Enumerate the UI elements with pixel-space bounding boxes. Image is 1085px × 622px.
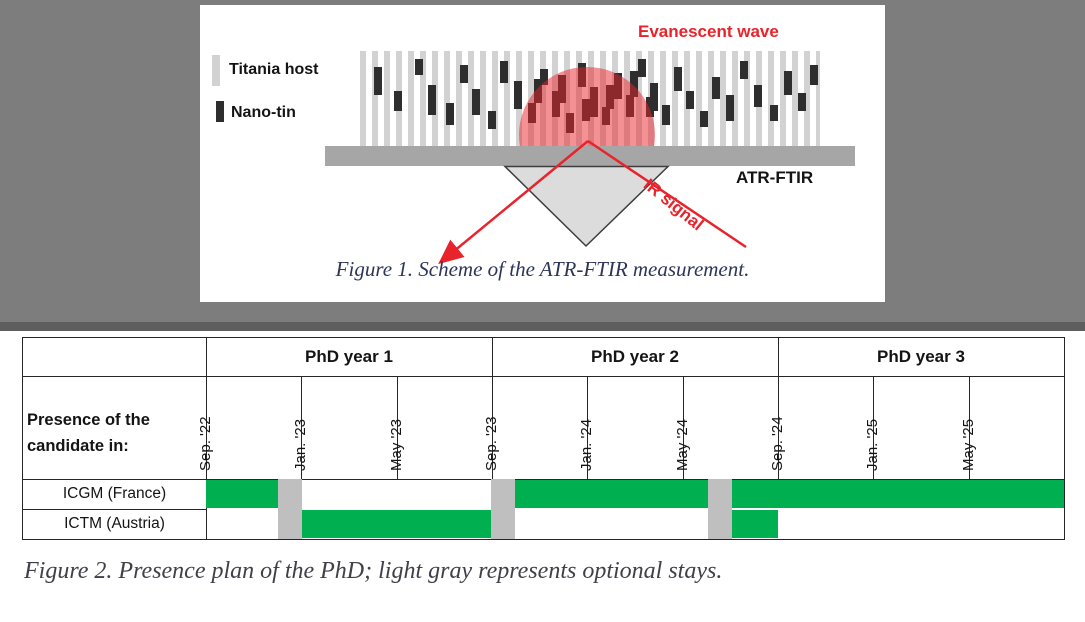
month-header: May '25: [960, 376, 1064, 479]
presence-segment-icgm: [732, 480, 1064, 508]
month-label: Jan. '25: [864, 418, 881, 471]
phd-year-1-header: PhD year 1: [305, 347, 393, 366]
month-header: May '23: [388, 376, 492, 479]
optional-stay-segment: [491, 479, 515, 539]
month-header: Sep. '22: [197, 376, 301, 479]
gantt-area: [206, 479, 1064, 539]
month-label: May '23: [388, 418, 405, 471]
month-label: Jan. '23: [292, 418, 309, 471]
grid-line: [23, 509, 206, 510]
atr-ftir-label: ATR-FTIR: [736, 168, 814, 187]
nano-tin-particle: [674, 67, 682, 91]
nano-tin-particle: [638, 59, 646, 77]
grid-line: [778, 376, 779, 479]
nano-tin-particle: [394, 91, 402, 111]
nano-tin-particle: [770, 105, 778, 121]
presence-header-line1: Presence of the: [27, 411, 150, 429]
month-label: May '24: [674, 418, 691, 471]
nano-tin-particle: [784, 71, 792, 95]
grid-line: [873, 376, 874, 479]
nano-tin-particle: [374, 67, 382, 95]
nano-tin-particle: [686, 91, 694, 109]
nano-tin-particle: [488, 111, 496, 129]
nano-tin-particle: [514, 81, 522, 109]
month-label: Jan. '24: [578, 418, 595, 471]
ir-beam-incoming-line: [587, 139, 747, 249]
nano-tin-particle: [740, 61, 748, 79]
atr-prism: [503, 165, 670, 248]
presence-segment-icgm: [514, 480, 708, 508]
evanescent-wave-region: [505, 63, 671, 147]
phd-year-2-header: PhD year 2: [591, 347, 679, 366]
month-label: Sep. '23: [483, 416, 500, 471]
section-divider: [0, 322, 1085, 331]
presence-segment-icgm: [206, 480, 278, 508]
phd-year-3-header: PhD year 3: [877, 347, 965, 366]
presence-header-line2: candidate in:: [27, 437, 129, 455]
nano-tin-particle: [798, 93, 806, 111]
nano-tin-particle: [754, 85, 762, 107]
titania-host-legend: Titania host: [229, 61, 319, 78]
nano-tin-particle: [630, 71, 638, 97]
month-header: Jan. '25: [864, 376, 968, 479]
month-header: May '24: [674, 376, 778, 479]
nano-tin-particle: [662, 105, 670, 125]
grid-line: [23, 479, 1064, 480]
presence-segment-ictm: [732, 510, 779, 538]
ir-beam-outgoing-arrow: [438, 140, 589, 265]
grid-line: [206, 338, 207, 539]
nano-tin-particle: [460, 65, 468, 83]
titania-swatch-icon: [212, 55, 220, 86]
atr-crystal-bar: [325, 146, 855, 166]
grid-line: [492, 338, 493, 376]
nano-tin-particle: [540, 69, 548, 85]
month-header: Jan. '23: [292, 376, 396, 479]
nano-tin-particle: [428, 85, 436, 115]
presence-header: Presence of the candidate in:: [23, 376, 206, 479]
month-header: Jan. '24: [578, 376, 682, 479]
grid-line: [587, 376, 588, 479]
month-label: May '25: [960, 418, 977, 471]
figure2-caption: Figure 2. Presence plan of the PhD; ligh…: [24, 558, 723, 584]
nano-tin-particle: [446, 103, 454, 125]
nano-tin-particle: [415, 59, 423, 75]
grid-line: [778, 338, 779, 376]
beam-diagram: [438, 139, 747, 265]
figure1-panel: Evanescent wave Titania host Nano-tin: [0, 0, 1085, 331]
nano-tin-particle: [726, 95, 734, 121]
month-header: Sep. '24: [769, 376, 873, 479]
nano-tin-particle: [700, 111, 708, 127]
nano-tin-legend: Nano-tin: [231, 104, 296, 121]
row-label-ictm: ICTM (Austria): [64, 515, 165, 532]
month-label: Sep. '22: [197, 416, 214, 471]
optional-stay-segment: [277, 479, 302, 539]
row-label-icgm: ICGM (France): [62, 485, 167, 502]
month-label: Sep. '24: [769, 416, 786, 471]
month-header: Sep. '23: [483, 376, 587, 479]
nano-tin-particle: [650, 83, 658, 111]
figure1-image: Evanescent wave Titania host Nano-tin: [200, 5, 885, 302]
presence-segment-ictm: [302, 510, 492, 538]
optional-stay-segment: [708, 479, 733, 539]
nano-tin-particle: [810, 65, 818, 85]
nano-tin-particle: [500, 61, 508, 83]
grid-line: [969, 376, 970, 479]
nano-tin-swatch-icon: [216, 101, 224, 122]
figure2-panel: PhD year 1 PhD year 2 PhD year 3 Presenc…: [0, 331, 1085, 622]
grid-line: [683, 376, 684, 479]
grid-line: [301, 376, 302, 479]
grid-line: [23, 376, 1064, 377]
evanescent-wave-label: Evanescent wave: [638, 22, 779, 41]
nano-tin-particle: [712, 77, 720, 99]
nano-tin-particle: [472, 89, 480, 115]
presence-table: PhD year 1 PhD year 2 PhD year 3 Presenc…: [22, 337, 1065, 540]
grid-line: [397, 376, 398, 479]
figure1-caption: Figure 1. Scheme of the ATR-FTIR measure…: [335, 257, 750, 281]
grid-line: [492, 376, 493, 479]
